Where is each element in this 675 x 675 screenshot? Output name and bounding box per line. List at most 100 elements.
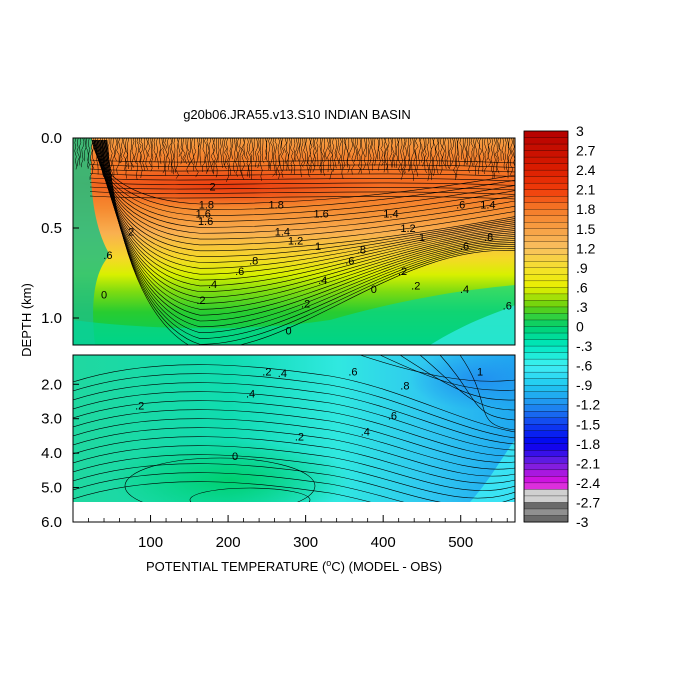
noise-line	[101, 138, 105, 177]
noise-line	[235, 138, 239, 177]
noise-line	[468, 138, 471, 173]
lower-contours	[73, 355, 515, 522]
noise-line	[171, 138, 175, 175]
contour-line	[73, 409, 515, 463]
noise-line	[250, 138, 254, 180]
noise-line	[512, 138, 515, 168]
contour-line	[89, 186, 515, 191]
colorbar-swatch	[523, 300, 569, 308]
contour-line	[73, 436, 515, 484]
noise-line	[334, 138, 337, 169]
contour-label: .2	[295, 432, 304, 444]
contour-line	[419, 355, 515, 411]
y-tick-label: 0.0	[41, 130, 62, 147]
noise-line	[222, 138, 225, 166]
contour-label: 0	[232, 451, 238, 463]
colorbar-label: -3	[576, 514, 589, 530]
noise-line	[140, 138, 143, 179]
noise-line	[319, 138, 322, 173]
noise-line	[94, 138, 98, 159]
noise-line	[186, 138, 190, 174]
noise-line	[102, 138, 107, 173]
colorbar-swatch	[523, 482, 569, 490]
noise-line	[490, 138, 494, 180]
noise-line	[213, 138, 216, 174]
noise-line	[465, 138, 469, 165]
colorbar-swatch	[523, 215, 569, 223]
contour-label: .2	[135, 400, 144, 412]
chart-title: g20b06.JRA55.v13.S10 INDIAN BASIN	[183, 107, 411, 122]
noise-line	[133, 138, 137, 164]
contour-label: 1	[315, 241, 321, 253]
contour-label: 1.6	[198, 216, 213, 228]
noise-line	[407, 138, 410, 172]
contour-label: 1.4	[275, 227, 290, 239]
colorbar-label: 2.4	[576, 162, 596, 178]
x-axis-label-post: C) (MODEL - OBS)	[331, 559, 442, 574]
lower-panel-frame	[72, 354, 516, 523]
noise-line	[147, 138, 151, 157]
lower-panel	[73, 355, 515, 522]
colorbar-swatch	[523, 176, 569, 184]
noise-line	[116, 138, 120, 175]
contour-line	[73, 400, 515, 457]
x-axis-label-sup: o	[326, 558, 331, 568]
colorbar-swatch	[523, 228, 569, 236]
noise-line	[483, 138, 487, 175]
noise-line	[459, 138, 463, 160]
noise-line	[259, 138, 263, 181]
colorbar-swatch	[523, 411, 569, 419]
noise-line	[84, 138, 87, 162]
noise-line	[191, 138, 195, 171]
colorbar-label: 2.7	[576, 143, 596, 159]
noise-line	[367, 138, 371, 174]
contour-label: .6	[235, 266, 244, 278]
noise-line	[347, 138, 351, 173]
x-tick-label: 500	[448, 534, 473, 551]
colorbar-swatch	[523, 456, 569, 464]
contour-label: .2	[196, 295, 205, 307]
noise-line	[182, 138, 186, 163]
contour-line	[89, 164, 515, 168]
noise-line	[363, 138, 366, 170]
noise-line	[224, 138, 228, 170]
contour-label: .8	[400, 380, 409, 392]
colorbar-swatch	[523, 306, 569, 314]
contour-label: .4	[318, 275, 327, 287]
colorbar-swatch	[523, 345, 569, 354]
noise-line	[349, 138, 353, 158]
contour-line	[73, 418, 515, 470]
colorbar-swatch	[523, 280, 569, 288]
colorbar-swatch	[523, 463, 569, 471]
noise-line	[231, 138, 234, 160]
upper-bottom-right-band	[430, 305, 515, 345]
x-axis: 100 200 300 400 500	[88, 515, 508, 551]
noise-line	[430, 138, 434, 181]
upper-panel-frame	[72, 137, 516, 346]
noise-line	[492, 138, 496, 178]
colorbar-label: 2.1	[576, 182, 596, 198]
contour-line	[100, 139, 515, 287]
noise-line	[464, 138, 467, 165]
x-tick-label: 300	[293, 534, 318, 551]
noise-line	[404, 138, 407, 174]
noise-line	[402, 138, 406, 174]
contour-label: .2	[262, 367, 271, 379]
colorbar-swatch	[523, 326, 569, 334]
y-tick-label: 2.0	[41, 376, 62, 393]
colorbar-swatch	[523, 398, 569, 406]
colorbar-swatch	[523, 274, 569, 282]
contour-label: .4	[246, 389, 255, 401]
noise-line	[272, 138, 276, 177]
contour-label: 1.2	[400, 223, 415, 235]
contour-line	[73, 382, 515, 445]
noise-line	[435, 138, 439, 175]
noise-line	[380, 138, 384, 167]
contour-label: .6	[503, 300, 512, 312]
colorbar-swatch	[523, 371, 569, 380]
contour-label: 0	[101, 290, 107, 302]
noise-line	[305, 138, 309, 170]
y-tick-label: 6.0	[41, 514, 62, 531]
noise-line	[448, 138, 452, 170]
